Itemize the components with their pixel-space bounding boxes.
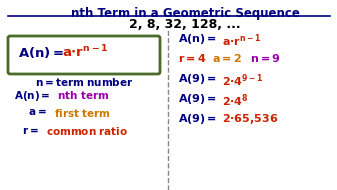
Text: $\mathbf{common\ ratio}$: $\mathbf{common\ ratio}$ bbox=[46, 125, 128, 137]
Text: $\mathbf{A(9){=}}$: $\mathbf{A(9){=}}$ bbox=[178, 72, 217, 86]
Text: $\mathbf{r{=}4}$: $\mathbf{r{=}4}$ bbox=[178, 52, 207, 64]
Text: $\mathbf{first\ term}$: $\mathbf{first\ term}$ bbox=[54, 107, 111, 119]
Text: $\mathbf{A(9){=}}$: $\mathbf{A(9){=}}$ bbox=[178, 112, 217, 126]
Text: $\mathbf{A(9){=}}$: $\mathbf{A(9){=}}$ bbox=[178, 92, 217, 106]
FancyBboxPatch shape bbox=[8, 36, 160, 74]
Text: $\mathbf{A(n){=}}$: $\mathbf{A(n){=}}$ bbox=[178, 32, 217, 46]
Text: $\mathbf{nth\ term}$: $\mathbf{nth\ term}$ bbox=[57, 89, 109, 101]
Text: $\mathbf{r{=}}$: $\mathbf{r{=}}$ bbox=[22, 125, 39, 136]
Text: $\mathbf{2{\cdot}4^{8}}$: $\mathbf{2{\cdot}4^{8}}$ bbox=[222, 92, 249, 109]
Text: $\mathbf{A(n){=}}$: $\mathbf{A(n){=}}$ bbox=[18, 44, 64, 59]
Text: $\mathbf{a{=}}$: $\mathbf{a{=}}$ bbox=[28, 107, 47, 117]
Text: $\mathbf{a{=}2}$: $\mathbf{a{=}2}$ bbox=[212, 52, 242, 64]
Text: $\mathbf{A(n){=}}$: $\mathbf{A(n){=}}$ bbox=[14, 89, 51, 103]
Text: $\mathbf{n{=}term\ number}$: $\mathbf{n{=}term\ number}$ bbox=[35, 76, 133, 88]
Text: $\mathbf{a{\cdot}r^{n-1}}$: $\mathbf{a{\cdot}r^{n-1}}$ bbox=[62, 44, 109, 60]
Text: 2, 8, 32, 128, ...: 2, 8, 32, 128, ... bbox=[129, 18, 241, 31]
Text: $\mathbf{a{\cdot}r^{n-1}}$: $\mathbf{a{\cdot}r^{n-1}}$ bbox=[222, 32, 261, 49]
Text: $\mathbf{2{\cdot}4^{9-1}}$: $\mathbf{2{\cdot}4^{9-1}}$ bbox=[222, 72, 264, 89]
Text: nth Term in a Geometric Sequence: nth Term in a Geometric Sequence bbox=[70, 7, 300, 20]
Text: $\mathbf{n{=}9}$: $\mathbf{n{=}9}$ bbox=[250, 52, 281, 64]
Text: $\mathbf{2{\cdot}65{,}536}$: $\mathbf{2{\cdot}65{,}536}$ bbox=[222, 112, 278, 126]
